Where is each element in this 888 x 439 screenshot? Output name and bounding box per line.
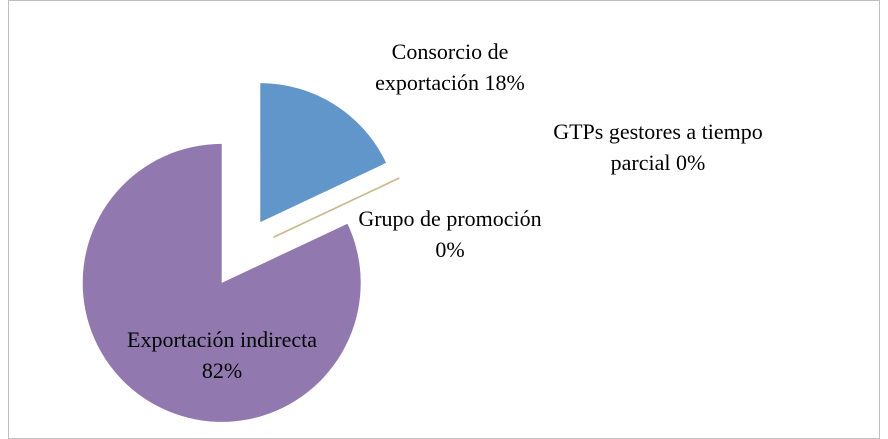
data-label: Consorcio de exportación 18% [362,36,538,98]
category-label: Exportación indirecta [127,327,317,352]
data-label: Grupo de promoción 0% [310,203,590,265]
value-label: 18% [484,70,525,95]
value-label: 0% [676,150,706,175]
category-label: Grupo de promoción [358,206,542,231]
data-label: Exportación indirecta 82% [82,324,362,386]
pie-slice [82,143,361,422]
value-label: 0% [435,237,465,262]
pie-slice [260,83,387,223]
data-label: GTPs gestores a tiempo parcial 0% [525,116,791,178]
category-label: Consorcio de exportación [375,39,509,95]
category-label: GTPs gestores a tiempo parcial [553,119,763,175]
value-label: 82% [201,358,243,383]
pie-slice [273,177,400,238]
